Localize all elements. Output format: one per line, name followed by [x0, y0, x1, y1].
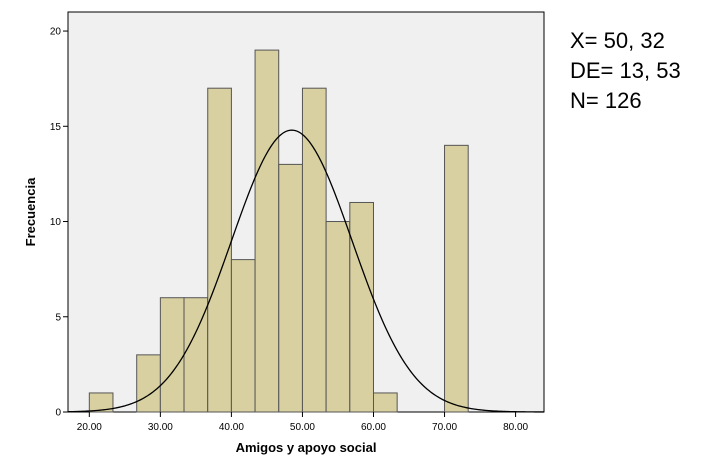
stats-annotation: X= 50, 32 DE= 13, 53 N= 126: [570, 26, 681, 116]
x-tick-label: 20.00: [77, 422, 102, 433]
histogram-bar: [349, 201, 374, 413]
histogram-bar: [278, 163, 303, 413]
bars-group: [88, 49, 469, 413]
x-tick-label: 30.00: [148, 422, 173, 433]
histogram-bar: [372, 392, 398, 413]
histogram-bar: [230, 259, 256, 413]
histogram-bar: [254, 49, 280, 413]
x-tick-label: 70.00: [432, 422, 457, 433]
sd-stat: DE= 13, 53: [570, 58, 681, 83]
histogram-bar: [325, 221, 351, 413]
x-tick-label: 80.00: [503, 422, 528, 433]
axes-group: 0 5 10 15 20 20.00 30.00 40.00 50.00 60.00 70.00 80…: [50, 27, 529, 433]
mean-stat: X= 50, 32: [570, 28, 665, 53]
histogram-bar: [136, 354, 161, 413]
n-stat: N= 126: [570, 88, 642, 113]
y-tick-label: 15: [50, 122, 62, 133]
y-axis-label: Frecuencia: [23, 177, 38, 246]
y-tick-label: 0: [55, 408, 61, 419]
histogram-bar: [88, 392, 114, 413]
y-tick-label: 20: [50, 27, 62, 38]
histogram-bar: [444, 144, 469, 413]
x-axis-label: Amigos y apoyo social: [236, 440, 377, 455]
normal-curve: [67, 129, 544, 413]
y-tick-label: 5: [55, 312, 61, 323]
y-tick-label: 10: [50, 217, 62, 228]
histogram-bar: [301, 87, 327, 413]
x-tick-label: 60.00: [361, 422, 386, 433]
histogram-bar: [159, 297, 185, 413]
x-tick-label: 40.00: [219, 422, 244, 433]
histogram-bar: [207, 87, 232, 413]
x-tick-label: 50.00: [290, 422, 315, 433]
